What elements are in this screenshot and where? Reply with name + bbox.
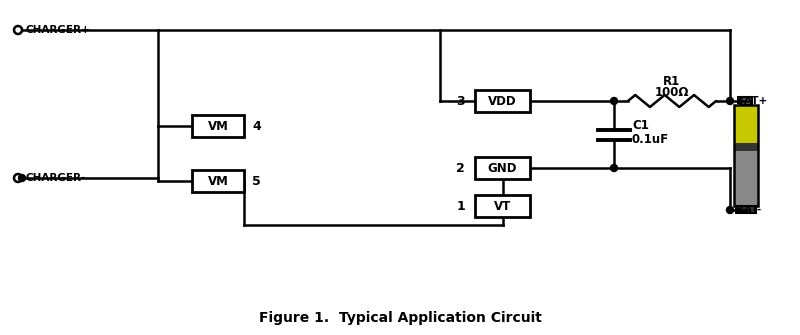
Bar [736,206,755,213]
Text: 0.1uF: 0.1uF [632,133,669,146]
Bar [192,115,244,137]
Text: VM: VM [207,175,229,188]
Bar [192,170,244,192]
Text: GND: GND [488,161,518,175]
Text: BAT-: BAT- [736,205,762,215]
Text: 100Ω: 100Ω [654,85,690,98]
Text: 1: 1 [456,200,465,212]
Text: CHARGER+: CHARGER+ [25,25,90,35]
Circle shape [610,97,618,105]
Text: 3: 3 [456,94,465,108]
Text: 4: 4 [252,120,261,133]
Text: C1: C1 [632,119,649,132]
Circle shape [726,206,734,213]
Bar [734,105,758,143]
Text: Figure 1.  Typical Application Circuit: Figure 1. Typical Application Circuit [258,311,542,325]
Text: R1: R1 [663,74,681,87]
Text: 2: 2 [456,161,465,175]
Text: VM: VM [207,120,229,133]
Bar [740,97,752,105]
Text: BAT+: BAT+ [736,96,767,106]
Bar [475,157,530,179]
Bar [734,105,758,206]
Circle shape [726,97,734,105]
Text: VT: VT [494,200,511,212]
Bar [734,143,758,151]
Text: 5: 5 [252,175,261,188]
Circle shape [610,164,618,172]
Text: CHARGER-: CHARGER- [25,173,86,183]
Circle shape [18,175,26,182]
Bar [734,151,758,206]
Bar [475,90,530,112]
Bar [475,195,530,217]
Text: VDD: VDD [488,94,517,108]
